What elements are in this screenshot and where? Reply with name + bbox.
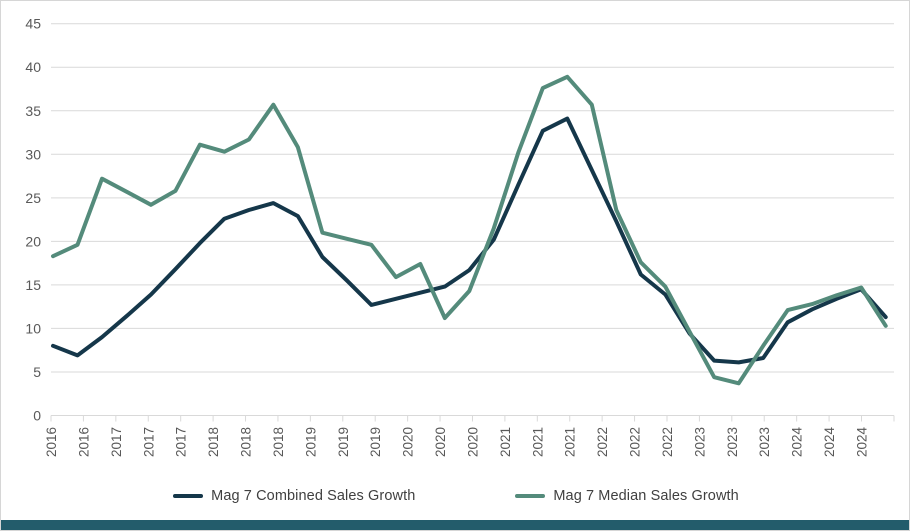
- x-axis-label-22: 2023: [757, 427, 772, 457]
- x-axis-label-14: 2021: [498, 427, 513, 457]
- y-axis-label-40: 40: [25, 59, 41, 75]
- x-axis-label-18: 2022: [628, 427, 643, 457]
- x-axis-label-4: 2017: [174, 427, 189, 457]
- x-axis-label-23: 2024: [790, 427, 805, 458]
- x-axis-label-3: 2017: [141, 427, 156, 457]
- combined-series-swatch: [173, 494, 204, 498]
- x-axis-label-17: 2022: [595, 427, 610, 457]
- y-axis-label-5: 5: [33, 364, 41, 380]
- x-axis-label-5: 2018: [206, 427, 221, 457]
- x-axis-label-13: 2020: [465, 427, 480, 457]
- legend-label-median: Mag 7 Median Sales Growth: [553, 488, 739, 504]
- x-axis-label-8: 2019: [303, 427, 318, 457]
- x-axis-label-20: 2023: [692, 427, 707, 457]
- y-axis-label-35: 35: [25, 103, 41, 119]
- x-axis-label-16: 2021: [563, 427, 578, 457]
- y-axis-label-15: 15: [25, 277, 41, 293]
- x-axis-label-9: 2019: [336, 427, 351, 457]
- y-axis-label-10: 10: [25, 320, 41, 336]
- y-axis-label-20: 20: [25, 233, 41, 249]
- median-series-swatch: [515, 494, 546, 498]
- x-axis-label-15: 2021: [530, 427, 545, 457]
- y-axis-label-45: 45: [25, 16, 41, 32]
- legend-item-median: Mag 7 Median Sales Growth: [515, 488, 739, 504]
- bottom-accent-bar: [1, 520, 909, 530]
- x-axis-label-24: 2024: [822, 427, 837, 458]
- x-axis-label-10: 2019: [368, 427, 383, 457]
- x-axis-label-12: 2020: [433, 427, 448, 457]
- legend-item-combined: Mag 7 Combined Sales Growth: [173, 488, 415, 504]
- x-axis-label-7: 2018: [271, 427, 286, 457]
- x-axis-label-2: 2017: [109, 427, 124, 457]
- series-line-0: [51, 116, 888, 365]
- x-axis-label-0: 2016: [44, 427, 59, 457]
- y-axis-label-25: 25: [25, 190, 41, 206]
- x-axis-label-19: 2022: [660, 427, 675, 457]
- y-axis-label-0: 0: [33, 408, 41, 424]
- mag7-sales-growth-line-chart: 0 5 10 15 20 25 30 35 40 45 2016 2016 2017 2017 2017 20…: [25, 16, 895, 458]
- x-axis-label-11: 2020: [401, 427, 416, 457]
- x-axis-label-6: 2018: [239, 427, 254, 457]
- x-axis-label-25: 2024: [855, 427, 870, 458]
- x-axis-label-1: 2016: [76, 427, 91, 457]
- series-line-1: [51, 74, 888, 386]
- x-axis-label-21: 2023: [725, 427, 740, 457]
- y-axis-label-30: 30: [25, 146, 41, 162]
- legend-label-combined: Mag 7 Combined Sales Growth: [211, 488, 416, 504]
- legend: Mag 7 Combined Sales Growth Mag 7 Median…: [1, 477, 909, 515]
